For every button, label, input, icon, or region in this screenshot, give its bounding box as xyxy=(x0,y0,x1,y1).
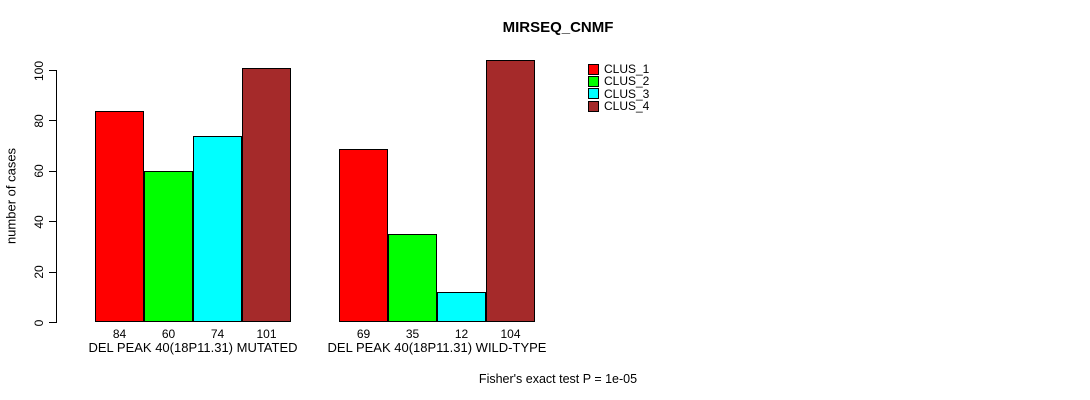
y-tick-mark xyxy=(49,271,56,273)
y-tick-mark xyxy=(49,170,56,172)
bar-clus_1-group1 xyxy=(95,110,144,323)
legend-label: CLUS_3 xyxy=(604,86,650,101)
y-tick-mark xyxy=(49,322,56,323)
legend-label: CLUS_2 xyxy=(604,74,650,89)
legend: CLUS_1 CLUS_2 CLUS_3 CLUS_4 xyxy=(588,63,649,112)
bar-value-label: 35 xyxy=(405,327,420,341)
y-tick-mark xyxy=(49,221,56,223)
y-tick-mark xyxy=(49,120,56,122)
bar-value-label: 104 xyxy=(500,327,521,341)
y-axis-line xyxy=(56,70,57,323)
bar-value-label: 101 xyxy=(256,327,277,341)
bar-clus_4-group1 xyxy=(242,67,291,323)
y-tick-label: 40 xyxy=(32,215,46,229)
bar-clus_4-group2 xyxy=(486,60,535,323)
legend-swatch xyxy=(588,88,599,100)
bar-clus_2-group2 xyxy=(388,234,437,323)
legend-swatch xyxy=(588,100,599,112)
legend-label: CLUS_4 xyxy=(604,99,650,114)
y-tick-label: 60 xyxy=(32,164,46,178)
x-group-label: DEL PEAK 40(18P11.31) WILD-TYPE xyxy=(327,340,547,355)
y-tick-label: 100 xyxy=(32,60,46,81)
legend-swatch xyxy=(588,63,599,75)
legend-item-clus_1: CLUS_1 xyxy=(588,63,649,75)
footnote-fisher-test: Fisher's exact test P = 1e-05 xyxy=(478,372,638,386)
legend-item-clus_2: CLUS_2 xyxy=(588,75,649,87)
x-group-label: DEL PEAK 40(18P11.31) MUTATED xyxy=(88,340,298,355)
bar-value-label: 12 xyxy=(454,327,469,341)
bar-clus_3-group2 xyxy=(437,292,486,323)
y-tick-label: 80 xyxy=(32,114,46,128)
chart-title: MIRSEQ_CNMF xyxy=(502,19,614,36)
bar-clus_3-group1 xyxy=(193,136,242,323)
legend-swatch xyxy=(588,75,599,87)
y-axis-title: number of cases xyxy=(3,147,19,245)
bar-value-label: 69 xyxy=(356,327,371,341)
y-tick-label: 0 xyxy=(32,319,46,326)
y-tick-mark xyxy=(49,70,56,71)
bar-value-label: 74 xyxy=(210,327,225,341)
bar-clus_2-group1 xyxy=(144,171,193,323)
legend-item-clus_3: CLUS_3 xyxy=(588,88,649,100)
bar-value-label: 60 xyxy=(161,327,176,341)
bar-value-label: 84 xyxy=(112,327,127,341)
legend-item-clus_4: CLUS_4 xyxy=(588,100,649,112)
bar-clus_1-group2 xyxy=(339,148,388,323)
legend-label: CLUS_1 xyxy=(604,62,650,77)
y-tick-label: 20 xyxy=(32,265,46,279)
